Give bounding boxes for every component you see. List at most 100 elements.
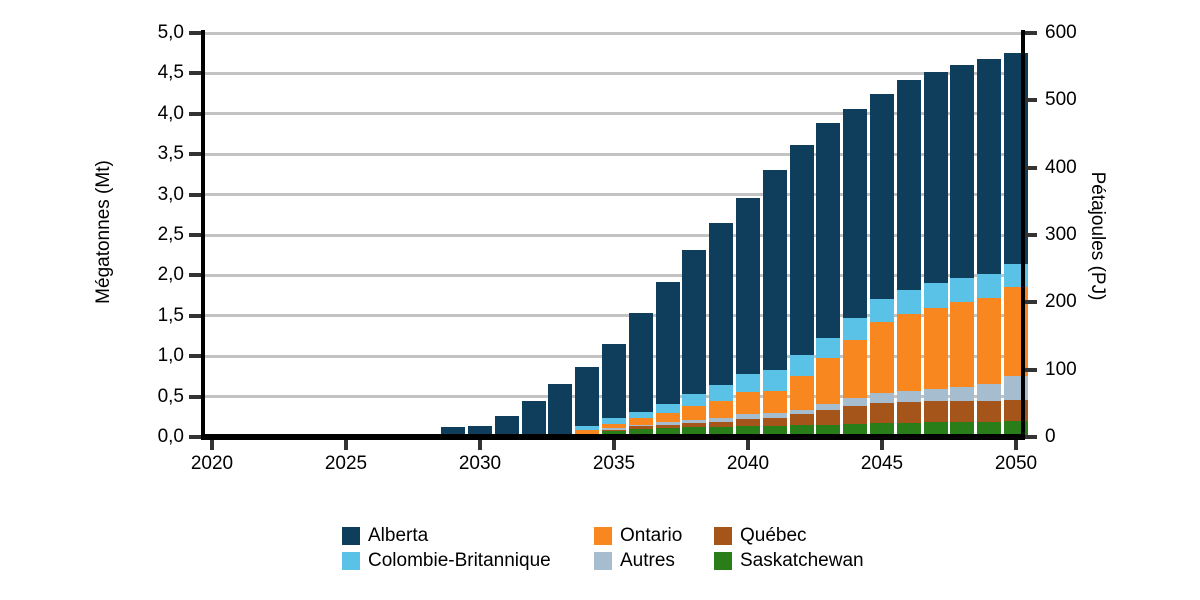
bar-2036-qu-bec[interactable] <box>628 426 653 429</box>
bar-2048-autres[interactable] <box>950 386 975 402</box>
bar-2035-ontario[interactable] <box>602 424 626 429</box>
bar-2038-ontario[interactable] <box>682 406 707 421</box>
bar-2041-saskatchewan[interactable] <box>762 425 787 437</box>
bar-2049-autres[interactable] <box>977 384 1002 401</box>
bar-2043-ontario[interactable] <box>816 357 841 404</box>
bar-2045-alberta[interactable] <box>870 93 894 299</box>
bar-2038-autres[interactable] <box>682 420 707 424</box>
bar-2045-colombie-britannique[interactable] <box>870 298 894 323</box>
bar-2029-alberta[interactable] <box>441 427 466 437</box>
bar-2035-colombie-britannique[interactable] <box>602 417 626 425</box>
bar-2035-alberta[interactable] <box>602 344 626 418</box>
bar-2041-colombie-britannique[interactable] <box>762 369 787 391</box>
bar-2047-saskatchewan[interactable] <box>923 422 948 437</box>
bar-2040-alberta[interactable] <box>736 197 760 374</box>
bar-2049-alberta[interactable] <box>977 58 1002 274</box>
bar-2041-ontario[interactable] <box>762 390 787 413</box>
bar-2038-alberta[interactable] <box>682 249 707 395</box>
bar-2049-saskatchewan[interactable] <box>977 421 1002 437</box>
bar-2038-qu-bec[interactable] <box>682 423 707 428</box>
plot-area <box>205 31 1028 437</box>
bar-2049-qu-bec[interactable] <box>977 400 1002 422</box>
bar-2033-alberta[interactable] <box>548 384 573 434</box>
bar-2039-autres[interactable] <box>709 417 734 422</box>
bar-2036-colombie-britannique[interactable] <box>628 411 653 419</box>
bar-2036-alberta[interactable] <box>628 313 653 412</box>
bar-2045-autres[interactable] <box>870 393 894 404</box>
bar-2036-saskatchewan[interactable] <box>628 428 653 437</box>
bar-2040-colombie-britannique[interactable] <box>736 373 760 392</box>
bar-2034-colombie-britannique[interactable] <box>575 425 600 430</box>
bar-2037-qu-bec[interactable] <box>655 424 680 429</box>
bar-2034-ontario[interactable] <box>575 429 600 435</box>
bar-2049-colombie-britannique[interactable] <box>977 273 1002 299</box>
bar-2044-alberta[interactable] <box>843 108 868 319</box>
bar-2044-autres[interactable] <box>843 398 868 407</box>
gridline-4 <box>205 112 1022 116</box>
bar-2043-alberta[interactable] <box>816 123 841 338</box>
bar-2043-colombie-britannique[interactable] <box>816 337 841 358</box>
bar-2032-alberta[interactable] <box>521 400 546 437</box>
bar-2037-ontario[interactable] <box>655 412 680 423</box>
bar-2046-saskatchewan[interactable] <box>896 423 921 437</box>
bar-2045-ontario[interactable] <box>870 322 894 394</box>
bar-2044-colombie-britannique[interactable] <box>843 318 868 341</box>
bar-2047-alberta[interactable] <box>923 71 948 284</box>
bar-2042-colombie-britannique[interactable] <box>789 354 814 377</box>
bar-2036-autres[interactable] <box>628 424 653 427</box>
bar-2037-saskatchewan[interactable] <box>655 428 680 437</box>
bar-2037-autres[interactable] <box>655 422 680 425</box>
bar-2036-ontario[interactable] <box>628 418 653 425</box>
bar-2039-qu-bec[interactable] <box>709 421 734 428</box>
bar-2031-alberta[interactable] <box>494 415 519 437</box>
bar-2042-saskatchewan[interactable] <box>789 424 814 437</box>
bar-2046-qu-bec[interactable] <box>896 402 921 424</box>
bar-2039-ontario[interactable] <box>709 401 734 418</box>
bar-2039-alberta[interactable] <box>709 222 734 386</box>
y-left-tick-3,0 <box>189 192 201 197</box>
bar-2042-ontario[interactable] <box>789 376 814 410</box>
bar-2043-qu-bec[interactable] <box>816 410 841 425</box>
bar-2041-alberta[interactable] <box>762 170 787 370</box>
bar-2049-ontario[interactable] <box>977 298 1002 385</box>
bar-2045-qu-bec[interactable] <box>870 403 894 424</box>
bar-2037-colombie-britannique[interactable] <box>655 403 680 413</box>
bar-2040-qu-bec[interactable] <box>736 419 760 427</box>
bar-2040-saskatchewan[interactable] <box>736 426 760 437</box>
bar-2037-alberta[interactable] <box>655 281 680 404</box>
bar-2042-qu-bec[interactable] <box>789 414 814 425</box>
bar-2038-saskatchewan[interactable] <box>682 427 707 437</box>
bar-2044-saskatchewan[interactable] <box>843 424 868 437</box>
bar-2041-qu-bec[interactable] <box>762 417 787 426</box>
bar-2040-ontario[interactable] <box>736 391 760 415</box>
bar-2035-qu-bec[interactable] <box>602 429 626 432</box>
bar-2045-saskatchewan[interactable] <box>870 423 894 437</box>
bar-2047-ontario[interactable] <box>923 307 948 389</box>
bar-2038-colombie-britannique[interactable] <box>682 394 707 407</box>
bar-2048-colombie-britannique[interactable] <box>950 277 975 303</box>
bar-2044-ontario[interactable] <box>843 340 868 399</box>
bar-2046-ontario[interactable] <box>896 314 921 391</box>
bar-2042-autres[interactable] <box>789 409 814 415</box>
bar-2044-qu-bec[interactable] <box>843 406 868 425</box>
bar-2047-autres[interactable] <box>923 388 948 402</box>
bar-2048-qu-bec[interactable] <box>950 401 975 423</box>
bar-2047-qu-bec[interactable] <box>923 401 948 423</box>
bar-2041-autres[interactable] <box>762 412 787 418</box>
bar-2042-alberta[interactable] <box>789 144 814 355</box>
bar-2034-alberta[interactable] <box>575 366 600 426</box>
bar-2035-autres[interactable] <box>602 428 626 430</box>
bar-2043-saskatchewan[interactable] <box>816 424 841 437</box>
bar-2046-colombie-britannique[interactable] <box>896 289 921 315</box>
bar-2046-alberta[interactable] <box>896 79 921 290</box>
bar-2030-alberta[interactable] <box>468 425 492 437</box>
bar-2048-alberta[interactable] <box>950 65 975 278</box>
bar-2046-autres[interactable] <box>896 390 921 403</box>
bar-2047-colombie-britannique[interactable] <box>923 283 948 308</box>
bar-2048-ontario[interactable] <box>950 302 975 387</box>
bar-2043-autres[interactable] <box>816 403 841 411</box>
bar-2048-saskatchewan[interactable] <box>950 422 975 437</box>
bar-2040-autres[interactable] <box>736 414 760 420</box>
bar-2039-saskatchewan[interactable] <box>709 427 734 437</box>
bar-2039-colombie-britannique[interactable] <box>709 385 734 402</box>
